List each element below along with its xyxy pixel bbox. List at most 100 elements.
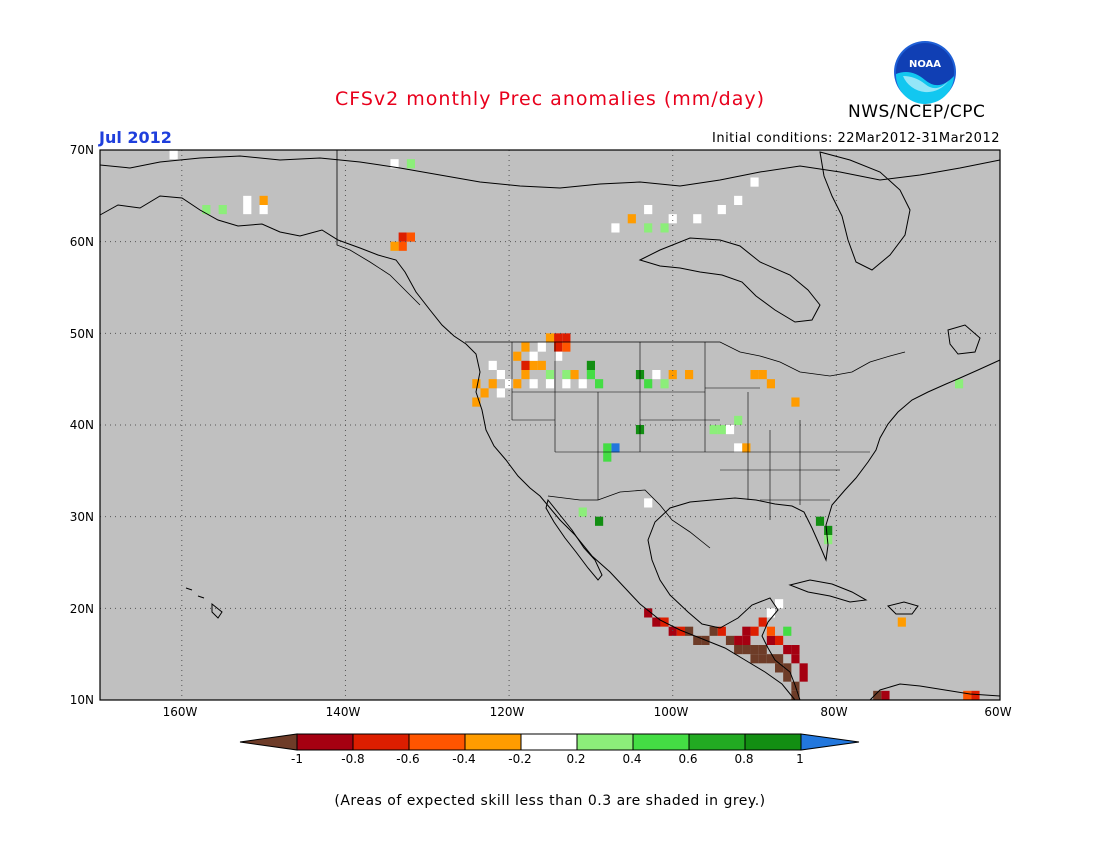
anomaly-cell [668, 370, 677, 380]
anomaly-cell [734, 195, 743, 205]
anomaly-cell [218, 205, 227, 215]
anomaly-cell [685, 626, 694, 636]
anomaly-cell [562, 370, 571, 380]
noaa-logo-text: NOAA [909, 59, 941, 70]
anomaly-cell [717, 425, 726, 435]
anomaly-cell [611, 223, 620, 233]
anomaly-cell [480, 388, 489, 398]
anomaly-cell [644, 379, 653, 389]
anomaly-cell [799, 672, 808, 682]
anomaly-cell [562, 333, 571, 343]
anomaly-cell [734, 645, 743, 655]
political-borders [336, 150, 906, 549]
lon-label-60w: 60W [984, 705, 1012, 719]
coastline-north-america [99, 195, 796, 701]
anomaly-cell [815, 516, 825, 526]
anomaly-cell [529, 360, 538, 370]
anomaly-cell [202, 205, 211, 215]
anomaly-cell [243, 195, 252, 205]
lon-label-100w: 100W [653, 705, 689, 719]
anomaly-cell [644, 608, 653, 618]
anomaly-cell [644, 223, 653, 233]
anomaly-cell [595, 379, 604, 389]
colorbar-swatch [352, 733, 410, 751]
anomaly-cell [562, 342, 571, 352]
coastline-gulf-mexico [647, 359, 1001, 701]
anomaly-cell [734, 635, 743, 645]
anomaly-cells [169, 150, 980, 700]
anomaly-cell [758, 617, 767, 627]
anomaly-cell [742, 635, 751, 645]
anomaly-cell [725, 635, 735, 645]
anomaly-cell [783, 672, 792, 682]
coastline-arctic [99, 155, 1001, 189]
anomaly-cell [758, 645, 767, 655]
anomaly-cell [717, 626, 726, 636]
anomaly-cell [570, 370, 579, 380]
anomaly-cell [963, 690, 972, 700]
anomaly-cell [652, 370, 661, 380]
anomaly-cell [791, 654, 800, 664]
anomaly-cell [824, 525, 833, 535]
colorbar-arrow-high [800, 733, 860, 751]
colorbar-swatch [408, 733, 466, 751]
coastline-hudson-bay [638, 237, 821, 323]
anomaly-cell [545, 379, 555, 389]
anomaly-cell [472, 397, 481, 407]
anomaly-cell [537, 360, 546, 370]
anomaly-cell [758, 654, 767, 664]
anomaly-cell [742, 443, 751, 453]
anomaly-cell [742, 626, 751, 636]
colorbar-label-1: 1 [796, 752, 804, 766]
colorbar-swatch [520, 733, 578, 751]
anomaly-cell [750, 370, 759, 380]
coastline-greenland [819, 151, 911, 271]
anomaly-cell [472, 379, 481, 389]
coastline-newfoundland [947, 324, 981, 355]
anomaly-cell [603, 443, 612, 453]
anomaly-cell [390, 159, 399, 169]
anomaly-cell [513, 351, 522, 361]
anomaly-cell [578, 507, 587, 517]
map-gridlines [100, 150, 1000, 700]
noaa-logo-icon: NOAA [894, 41, 956, 104]
colorbar-swatch [744, 733, 802, 751]
agency-label: NWS/NCEP/CPC [848, 102, 986, 122]
anomaly-cell [595, 516, 604, 526]
coastline-hispaniola [887, 601, 919, 615]
anomaly-cell [390, 241, 399, 251]
anomaly-cell [693, 214, 702, 224]
anomaly-cell [611, 443, 620, 453]
anomaly-cell [668, 214, 677, 224]
anomaly-cell [496, 388, 505, 398]
lat-label-30n: 30N [69, 510, 94, 524]
colorbar-label-08: 0.8 [734, 752, 754, 766]
anomaly-cell [513, 379, 522, 389]
anomaly-cell [783, 663, 792, 673]
border-us-mexico [547, 489, 711, 549]
lat-label-10n: 10N [69, 693, 94, 707]
anomaly-cell [578, 379, 587, 389]
lon-label-140w: 140W [325, 705, 361, 719]
border-alaska-canada [336, 150, 421, 306]
anomaly-cell [775, 599, 784, 609]
anomaly-cell [766, 654, 775, 664]
anomaly-cell [693, 635, 702, 645]
lat-label-40n: 40N [69, 418, 94, 432]
anomaly-cell [545, 333, 555, 343]
map-coastlines [99, 151, 1001, 701]
colorbar-swatch [632, 733, 690, 751]
anomaly-cell [259, 205, 268, 215]
anomaly-cell [799, 663, 808, 673]
lat-label-60n: 60N [69, 235, 94, 249]
anomaly-cell [750, 645, 759, 655]
anomaly-cell [529, 351, 538, 361]
anomaly-cell [775, 654, 784, 664]
anomaly-cell [734, 415, 743, 425]
lon-label-120w: 120W [489, 705, 525, 719]
anomaly-cell [791, 645, 800, 655]
anomaly-cell [766, 626, 775, 636]
anomaly-cell [169, 150, 178, 160]
anomaly-cell [758, 370, 767, 380]
